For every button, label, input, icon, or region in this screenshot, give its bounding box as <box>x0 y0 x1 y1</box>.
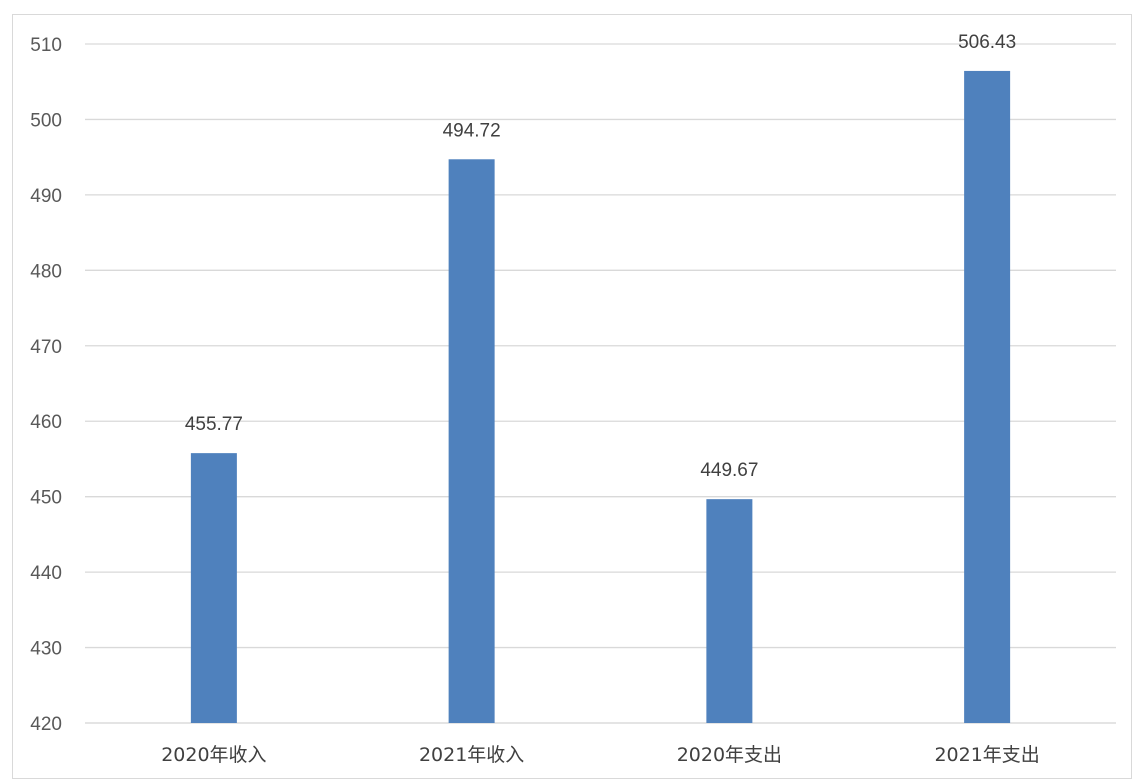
y-tick-label: 490 <box>30 186 62 207</box>
y-tick-label: 430 <box>30 639 62 660</box>
data-label: 449.67 <box>700 460 758 481</box>
x-category-label: 2020年支出 <box>677 744 782 766</box>
x-category-label: 2021年收入 <box>419 744 524 766</box>
y-tick-label: 450 <box>30 488 62 509</box>
y-axis-tick-labels: 420 430 440 450 460 470 480 490 500 510 <box>30 35 62 735</box>
gridlines <box>85 43 1116 724</box>
data-labels: 455.77 494.72 449.67 506.43 <box>185 32 1016 481</box>
y-tick-label: 480 <box>30 261 62 282</box>
y-tick-label: 500 <box>30 110 62 131</box>
y-tick-label: 460 <box>30 412 62 433</box>
bar <box>448 159 495 723</box>
bar <box>706 499 753 723</box>
data-label: 506.43 <box>958 32 1016 53</box>
y-tick-label: 510 <box>30 35 62 56</box>
x-category-label: 2021年支出 <box>934 744 1039 766</box>
data-label: 494.72 <box>443 120 501 141</box>
x-axis-category-labels: 2020年收入 2021年收入 2020年支出 2021年支出 <box>161 744 1040 766</box>
bars <box>190 70 1011 724</box>
x-category-label: 2020年收入 <box>161 744 266 766</box>
y-tick-label: 420 <box>30 714 62 735</box>
y-tick-label: 440 <box>30 563 62 584</box>
y-tick-label: 470 <box>30 337 62 358</box>
data-label: 455.77 <box>185 414 243 435</box>
bar <box>190 453 237 723</box>
bar <box>964 70 1011 724</box>
